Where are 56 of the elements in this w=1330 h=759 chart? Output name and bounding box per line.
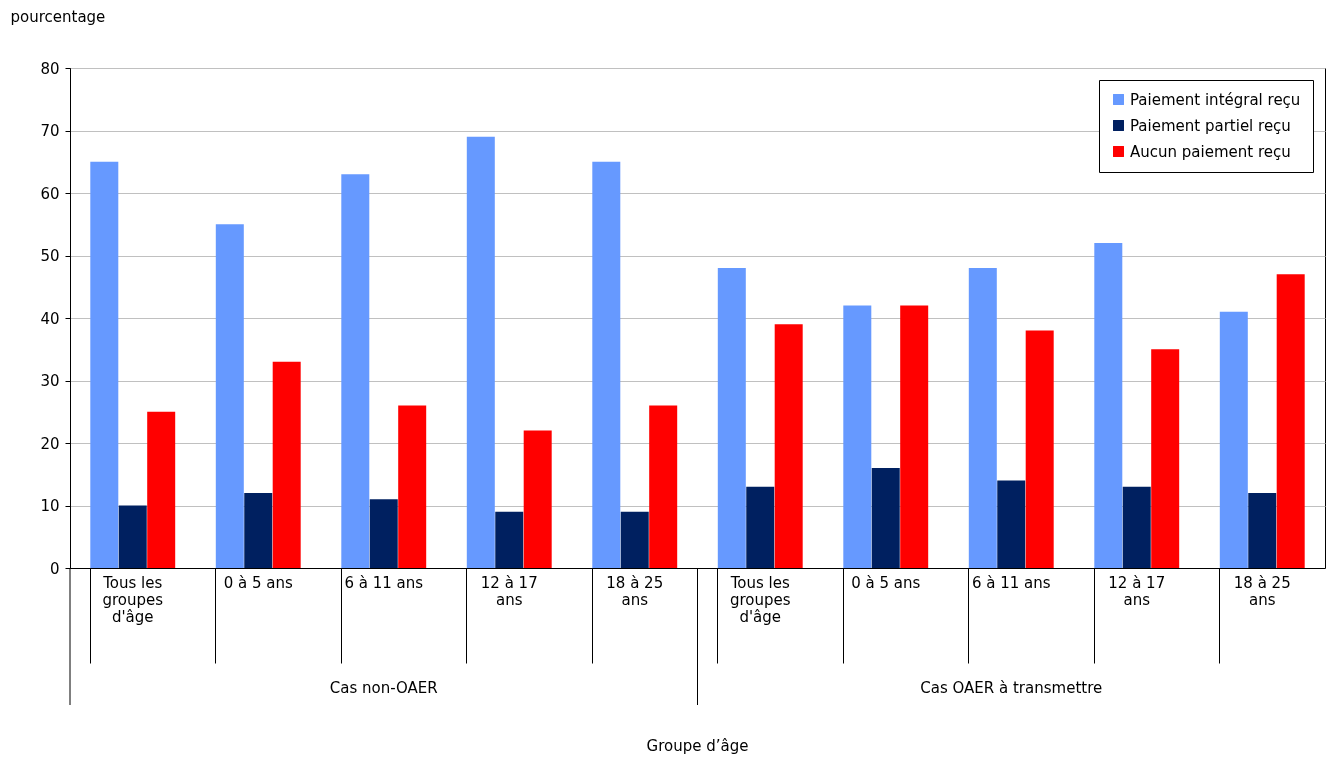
bar xyxy=(244,493,273,568)
bar xyxy=(968,268,997,568)
bar xyxy=(341,174,370,568)
bar xyxy=(369,499,398,568)
legend-label: Aucun paiement reçu xyxy=(1130,142,1291,161)
x-tick-label: 0 à 5 ans xyxy=(851,573,921,592)
bar xyxy=(997,480,1026,568)
bar xyxy=(466,136,495,568)
legend-label: Paiement intégral reçu xyxy=(1130,90,1301,109)
y-tick-label: 40 xyxy=(40,309,60,328)
bar xyxy=(746,486,775,568)
text: Cas non-OAER xyxy=(329,678,438,697)
bar xyxy=(774,324,803,568)
bar xyxy=(495,511,524,568)
x-tick-label: Tous les groupes d'âge xyxy=(729,573,791,626)
bar xyxy=(1094,243,1123,568)
x-tick-label: 18 à 25 ans xyxy=(606,573,664,609)
bar xyxy=(272,361,301,568)
bar xyxy=(843,305,872,568)
bar xyxy=(118,505,147,568)
x-tick-label: 12 à 17 ans xyxy=(480,573,538,609)
legend-label: Paiement partiel reçu xyxy=(1130,116,1291,135)
bar xyxy=(1248,493,1277,568)
y-tick-label: 20 xyxy=(40,434,60,453)
y-axis-title: pourcentage xyxy=(10,7,106,26)
bar xyxy=(620,511,649,568)
bar xyxy=(649,405,678,568)
x-tick-label: 18 à 25 ans xyxy=(1233,573,1291,609)
bar xyxy=(1151,349,1180,568)
x-tick-label: Tous les groupes d'âge xyxy=(102,573,164,626)
text: Cas OAER à transmettre xyxy=(920,678,1103,697)
bar xyxy=(592,161,621,568)
bar xyxy=(1025,330,1054,568)
y-tick-label: 60 xyxy=(40,184,60,203)
x-tick-label: 6 à 11 ans xyxy=(971,573,1051,592)
bar xyxy=(1276,274,1305,568)
y-tick-label: 70 xyxy=(40,122,60,140)
bar xyxy=(1219,311,1248,568)
y-tick-label: 50 xyxy=(40,247,60,265)
bar xyxy=(717,268,746,568)
y-tick-label: 80 xyxy=(40,59,60,78)
bar xyxy=(523,430,552,568)
x-tick-label: 0 à 5 ans xyxy=(223,573,293,592)
bar xyxy=(147,411,176,568)
y-tick-label: 30 xyxy=(40,372,60,390)
text: Groupe d’âge xyxy=(646,737,749,755)
y-tick-label: 10 xyxy=(40,497,60,515)
y-tick-label: 0 xyxy=(49,559,60,578)
bar xyxy=(90,161,119,568)
bar xyxy=(900,305,929,568)
bar xyxy=(871,468,900,568)
bar xyxy=(398,405,427,568)
bar xyxy=(1122,486,1151,568)
bar xyxy=(215,224,244,568)
x-tick-label: 12 à 17 ans xyxy=(1108,573,1166,609)
x-tick-label: 6 à 11 ans xyxy=(344,573,424,592)
